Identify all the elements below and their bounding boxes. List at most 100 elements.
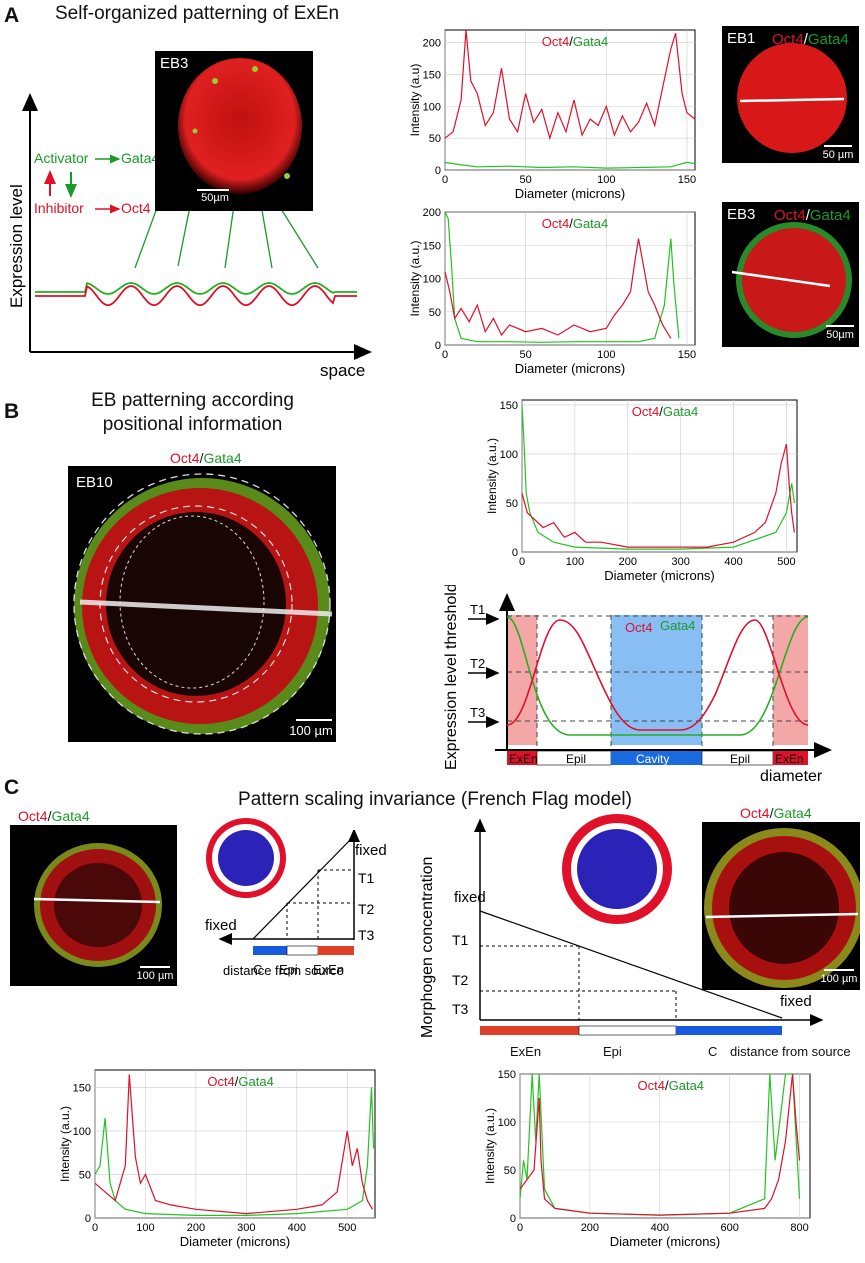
series-gata4-line [94, 1087, 375, 1216]
threshold-oct4: Oct4 [625, 620, 652, 635]
eb1-label: EB1 [727, 30, 756, 47]
chart-title-gata4: Gata4 [669, 1078, 704, 1093]
chart-title-oct4: Oct4 [207, 1074, 234, 1089]
y-axis-label: Intensity (a.u) [408, 64, 422, 137]
x-tick-label: 400 [288, 1222, 306, 1234]
chart-title: Oct4/Gata4 [638, 1078, 705, 1093]
x-tick-label: 400 [724, 556, 742, 568]
x-tick-label: 500 [338, 1222, 356, 1234]
plot-frame [521, 399, 798, 553]
x-tick-label: 150 [678, 174, 696, 186]
x-axis-label: Diameter (microns) [515, 186, 626, 201]
y-tick-label: 50 [429, 307, 441, 319]
eb1-micrograph: EB1 Oct4/Gata4 50 µm [722, 26, 859, 163]
y-axis-label: Intensity (a.u.) [58, 1106, 72, 1182]
region-epil-right: Epil [730, 752, 750, 766]
y-tick-label: 200 [423, 38, 441, 50]
x-tick-label: 300 [671, 556, 689, 568]
gata4-wave [35, 282, 357, 295]
panel-c-title: Pattern scaling invariance (French Flag … [238, 789, 632, 810]
eb3-bottom-label: EB3 [727, 206, 756, 223]
chart-title-slash: / [569, 34, 573, 49]
x-axis-label: Diameter (microns) [180, 1234, 291, 1249]
region-exen-right: ExEn [775, 752, 804, 766]
small-region-epi-label: Epi [279, 962, 298, 977]
threshold-ylabel: Expression level thresholds [443, 585, 460, 770]
eb3-top-scale: 50µm [201, 192, 229, 204]
chart-title: Oct4/Gata4 [632, 404, 699, 419]
y-axis-label: Intensity (a.u.) [483, 1108, 497, 1184]
chart-title-slash: / [665, 1078, 669, 1093]
oct4-label: Oct4 [121, 200, 151, 216]
eb1-scale: 50 µm [822, 149, 854, 161]
large-region-exen-label: ExEn [510, 1044, 542, 1059]
small-t2: T2 [358, 901, 375, 917]
small-region-c-label: C [253, 962, 263, 977]
series-oct4-line [444, 29, 696, 141]
eb3-bottom-scalebar [826, 325, 854, 327]
y-axis-label: Intensity (a.u.) [408, 240, 422, 316]
series-gata4-line [444, 161, 696, 169]
x-tick-label: 800 [790, 1222, 808, 1234]
eb10-label: EB10 [76, 474, 113, 491]
y-tick-label: 0 [512, 547, 518, 559]
series-gata4-line [444, 211, 680, 343]
inhibitor-label: Inhibitor [34, 200, 84, 216]
x-tick-label: 0 [519, 556, 525, 568]
small-axis-label: distance from source [223, 963, 344, 978]
chart-title: Oct4/Gata4 [542, 216, 609, 231]
chart-title-slash: / [659, 404, 663, 419]
small-fixed-left: fixed [205, 917, 237, 934]
chart-title-oct4: Oct4 [542, 34, 569, 49]
x-tick-label: 150 [678, 349, 696, 361]
chart-title-gata4: Gata4 [238, 1074, 273, 1089]
panel-b-title-line2: positional information [102, 414, 283, 435]
x-tick-label: 500 [777, 556, 795, 568]
t1-label: T1 [470, 602, 485, 617]
y-tick-label: 150 [423, 70, 441, 82]
large-fixed-top: fixed [454, 889, 486, 906]
x-tick-label: 50 [520, 349, 532, 361]
x-axis-label: Diameter (microns) [604, 568, 715, 583]
t2-label: T2 [470, 656, 485, 671]
panel-letter-b: B [4, 400, 20, 423]
y-tick-label: 0 [435, 340, 441, 352]
c-right-micrograph: 100 µm [702, 822, 860, 990]
activator-label: Activator [34, 150, 89, 166]
c-right-scalebar [824, 969, 854, 971]
panel-a-title: Self-organized patterning of ExEn [55, 3, 340, 24]
threshold-xlabel: diameter [760, 768, 823, 785]
eb1-title: Oct4/Gata4 [772, 31, 849, 48]
eb3-bottom-title: Oct4/Gata4 [774, 207, 851, 224]
french-flag-large [562, 814, 672, 924]
large-t3: T3 [452, 1001, 469, 1017]
y-tick-label: 150 [423, 240, 441, 252]
series-oct4-line [521, 443, 795, 548]
panel-letter-a: A [4, 4, 20, 27]
chart-title-oct4: Oct4 [638, 1078, 665, 1093]
large-t1: T1 [452, 932, 469, 948]
gata4-label: Gata4 [121, 150, 159, 166]
chart-title-oct4: Oct4 [632, 404, 659, 419]
x-tick-label: 0 [92, 1222, 98, 1234]
x-tick-label: 0 [517, 1222, 523, 1234]
series-gata4-line [521, 404, 795, 550]
x-tick-label: 100 [597, 174, 615, 186]
y-tick-label: 150 [73, 1082, 91, 1094]
large-axis-label: distance from source [730, 1044, 851, 1059]
c-right-title: Oct4/Gata4 [740, 805, 812, 821]
x-tick-label: 0 [442, 349, 448, 361]
x-tick-label: 50 [520, 174, 532, 186]
eb10-scalebar [296, 719, 332, 721]
eb10-micrograph: EB10 100 µm [68, 466, 336, 742]
french-flag-small-plot: fixed T1 T2 T3 fixed distance from sourc… [205, 830, 387, 978]
large-region-labels: ExEn Epi C distance from source [480, 1044, 860, 1062]
a-ylabel: Expression level [7, 184, 26, 308]
chart-b: 0 100 200 300 400 500 0 50 100 150 Diameter (micro… [485, 399, 798, 583]
eb3-top-scalebar [197, 189, 229, 191]
threshold-diagram: Expression level thresholds T1 T2 T3 Oct… [443, 585, 832, 785]
chart-title: Oct4/Gata4 [542, 34, 609, 49]
y-tick-label: 100 [73, 1126, 91, 1138]
x-tick-label: 100 [136, 1222, 154, 1234]
chart-c-left: 0 100 200 300 400 500 0 50 100 150 Diameter (micro… [58, 1069, 376, 1249]
